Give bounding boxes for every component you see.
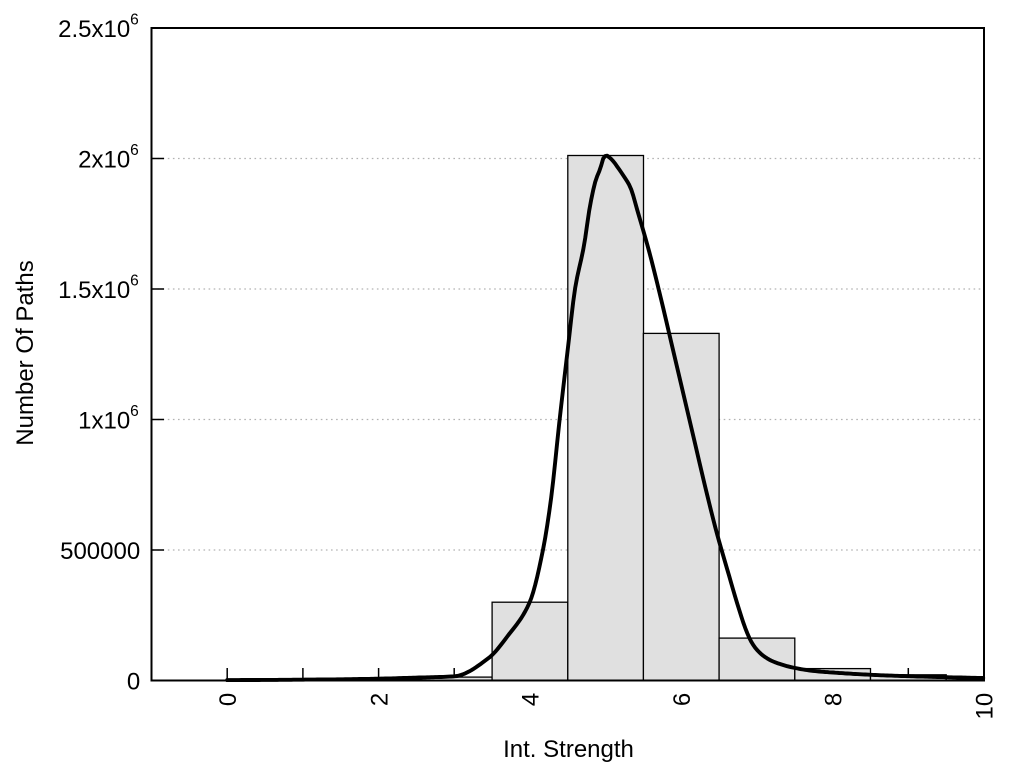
svg-text:Number Of Paths: Number Of Paths (12, 260, 39, 445)
svg-text:0: 0 (215, 693, 242, 706)
svg-text:1.5x106: 1.5x106 (58, 273, 139, 305)
svg-text:10: 10 (972, 693, 999, 720)
svg-text:6: 6 (669, 693, 696, 706)
svg-text:2: 2 (366, 693, 393, 706)
svg-text:2.5x106: 2.5x106 (58, 12, 139, 44)
svg-text:8: 8 (820, 693, 847, 706)
svg-text:500000: 500000 (60, 538, 140, 565)
svg-text:0: 0 (127, 669, 140, 696)
svg-text:4: 4 (518, 693, 545, 706)
svg-text:1x106: 1x106 (78, 403, 139, 435)
svg-text:Int. Strength: Int. Strength (503, 736, 634, 763)
svg-text:2x106: 2x106 (78, 142, 139, 174)
